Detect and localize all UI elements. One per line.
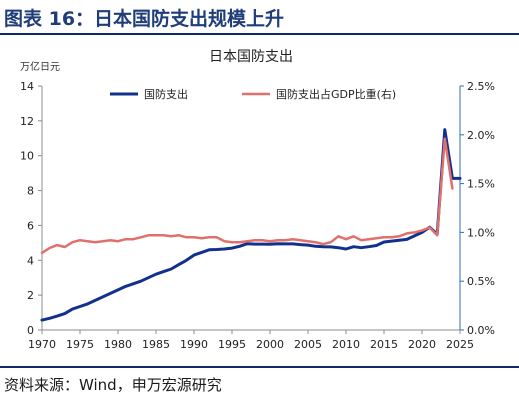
left-tick-label: 6 [27, 219, 34, 232]
left-tick-label: 12 [20, 115, 34, 128]
figure-title: 图表 16：日本国防支出规模上升 [4, 8, 285, 30]
title-rule [0, 33, 519, 35]
x-tick-label: 1975 [66, 338, 94, 351]
right-tick-label: 1.5% [467, 178, 495, 191]
x-tick-label: 2020 [408, 338, 436, 351]
series-line-defense-spending [40, 128, 462, 322]
legend-defense-spending-label: 国防支出 [144, 87, 188, 101]
series-line-gdp-share [40, 137, 454, 255]
x-tick-label: 2000 [256, 338, 284, 351]
left-tick-label: 4 [27, 254, 34, 267]
source-rule [0, 366, 519, 368]
legend-gdp-share-label: 国防支出占GDP比重(右) [276, 87, 396, 101]
right-tick-label: 0.0% [467, 324, 495, 337]
x-tick-label: 2005 [294, 338, 322, 351]
right-tick-label: 1.0% [467, 226, 495, 239]
x-tick-label: 1990 [180, 338, 208, 351]
left-axis-unit: 万亿日元 [20, 60, 60, 73]
left-tick-label: 2 [27, 289, 34, 302]
right-tick-label: 0.5% [467, 275, 495, 288]
source-note: 资料来源：Wind，申万宏源研究 [4, 376, 222, 394]
x-tick-label: 1985 [142, 338, 170, 351]
left-tick-label: 10 [20, 150, 34, 163]
left-tick-label: 0 [27, 324, 34, 337]
x-tick-label: 1980 [104, 338, 132, 351]
x-tick-label: 2010 [332, 338, 360, 351]
left-tick-label: 8 [27, 185, 34, 198]
right-tick-label: 2.0% [467, 129, 495, 142]
right-tick-label: 2.5% [467, 80, 495, 93]
x-tick-label: 2015 [370, 338, 398, 351]
x-tick-label: 2025 [446, 338, 474, 351]
chart-title: 日本国防支出 [209, 49, 293, 65]
x-tick-label: 1995 [218, 338, 246, 351]
left-tick-label: 14 [20, 80, 34, 93]
x-tick-label: 1970 [28, 338, 56, 351]
